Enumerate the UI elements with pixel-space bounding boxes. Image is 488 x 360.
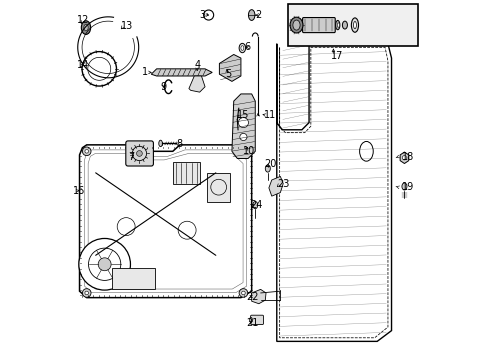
Circle shape [79,238,130,290]
Ellipse shape [401,183,406,190]
Text: 7: 7 [128,152,134,162]
Text: 17: 17 [330,51,342,61]
Circle shape [402,156,406,160]
Ellipse shape [248,10,254,21]
Ellipse shape [337,23,339,27]
FancyBboxPatch shape [250,315,263,324]
Ellipse shape [289,17,303,33]
Ellipse shape [265,165,270,172]
Text: 5: 5 [224,69,230,79]
Polygon shape [251,289,265,304]
Polygon shape [231,94,255,158]
Ellipse shape [81,21,90,35]
Ellipse shape [249,318,252,322]
Circle shape [85,291,88,295]
Circle shape [241,149,244,153]
Circle shape [241,291,244,295]
FancyBboxPatch shape [125,141,153,166]
Text: 9: 9 [160,82,166,92]
Text: 20: 20 [264,159,276,169]
Text: 6: 6 [244,42,250,52]
Text: 2: 2 [255,10,261,20]
Circle shape [82,289,91,297]
Bar [172,162,199,184]
Polygon shape [399,152,408,163]
Bar [287,4,418,45]
Ellipse shape [335,21,339,30]
Text: 1: 1 [141,67,147,77]
Ellipse shape [292,20,300,30]
Text: 24: 24 [250,200,262,210]
Circle shape [98,258,111,271]
Circle shape [239,289,247,297]
Ellipse shape [239,43,245,53]
Polygon shape [80,145,251,298]
FancyBboxPatch shape [302,18,335,33]
Ellipse shape [351,18,358,32]
Ellipse shape [83,24,88,31]
Circle shape [239,134,246,140]
Text: 16: 16 [73,186,85,196]
Ellipse shape [353,22,356,29]
Text: 11: 11 [264,111,276,121]
Circle shape [238,118,248,128]
Text: 19: 19 [402,182,414,192]
Text: 15: 15 [237,111,249,121]
Circle shape [82,147,91,156]
Text: 14: 14 [77,60,89,70]
Text: 22: 22 [246,292,258,302]
Text: 4: 4 [194,60,200,70]
Text: 23: 23 [276,179,288,189]
Ellipse shape [241,46,244,50]
Circle shape [239,147,247,156]
Ellipse shape [342,21,346,29]
Text: 18: 18 [402,152,414,162]
Circle shape [85,149,88,153]
Text: 8: 8 [176,139,182,149]
Text: 3: 3 [199,10,204,20]
Polygon shape [188,76,204,92]
Ellipse shape [159,140,162,147]
Bar [112,268,155,289]
Circle shape [136,150,142,156]
Text: 12: 12 [77,15,89,26]
Polygon shape [268,176,283,196]
Text: 13: 13 [121,21,133,31]
Bar [206,173,230,202]
Polygon shape [219,54,241,81]
Text: 10: 10 [242,146,254,156]
Text: 21: 21 [246,319,258,328]
Polygon shape [151,69,212,76]
Ellipse shape [252,202,257,209]
